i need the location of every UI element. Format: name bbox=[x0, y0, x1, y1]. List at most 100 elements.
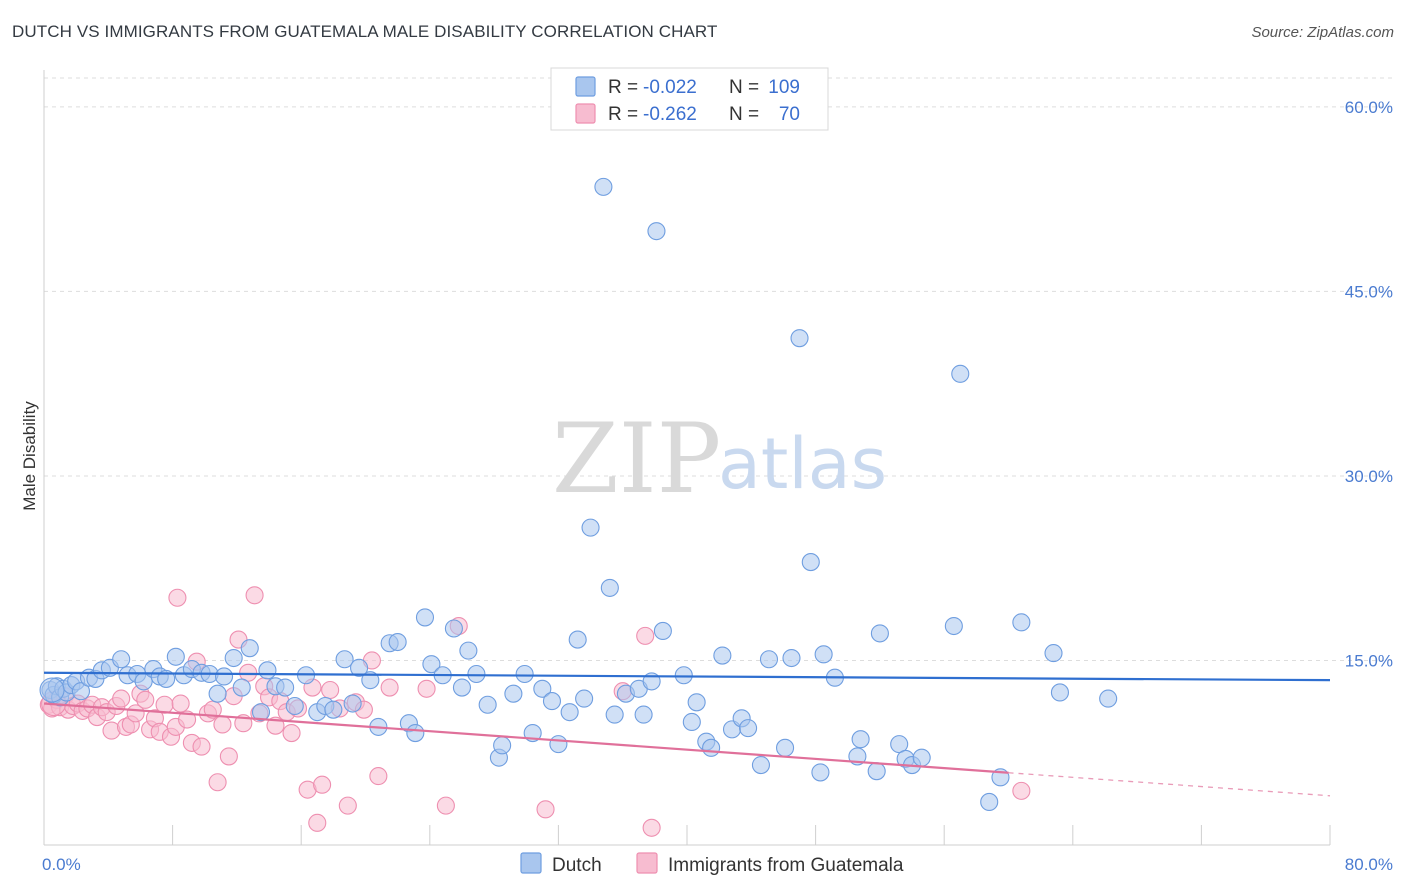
dutch-point bbox=[653, 621, 672, 641]
guatemala-point bbox=[178, 710, 197, 729]
dutch-point bbox=[1099, 689, 1118, 708]
dutch-point bbox=[224, 648, 243, 668]
guatemala-point bbox=[168, 588, 187, 607]
dutch-point bbox=[912, 748, 931, 767]
dutch-point bbox=[870, 624, 889, 643]
dutch-point bbox=[493, 736, 512, 755]
legend-swatch-dutch bbox=[575, 76, 596, 97]
source-label: Source: ZipAtlas.com bbox=[1251, 24, 1394, 41]
dutch-trend-line bbox=[43, 671, 1331, 682]
x-tick-label: 0.0% bbox=[42, 855, 81, 874]
guatemala-point bbox=[369, 767, 388, 786]
dutch-point bbox=[605, 705, 624, 724]
dutch-point bbox=[208, 684, 227, 703]
dutch-point bbox=[713, 646, 732, 665]
legend-r-label-dutch: R = bbox=[608, 77, 638, 98]
dutch-point bbox=[759, 650, 779, 669]
dutch-point bbox=[575, 689, 594, 708]
watermark: ZIP atlas bbox=[552, 403, 887, 515]
guatemala-point bbox=[636, 626, 655, 645]
guatemala-point bbox=[245, 586, 264, 605]
dutch-point bbox=[452, 678, 472, 697]
dutch-point bbox=[702, 738, 721, 757]
legend-r-label-guatemala: R = bbox=[608, 104, 638, 125]
trend-lines bbox=[43, 671, 1331, 797]
guatemala-point bbox=[380, 678, 399, 697]
dutch-point bbox=[251, 703, 271, 722]
dutch-point bbox=[459, 641, 478, 660]
guatemala-trend-extension bbox=[1008, 772, 1331, 797]
dutch-point bbox=[867, 762, 886, 781]
dutch-point bbox=[549, 735, 568, 754]
guatemala-point bbox=[338, 796, 357, 815]
dutch-point bbox=[568, 630, 587, 649]
dutch-point bbox=[1044, 644, 1063, 663]
guatemala-point bbox=[171, 694, 190, 713]
guatemala-point bbox=[219, 747, 238, 766]
dutch-point bbox=[542, 692, 562, 711]
legend-n-value-dutch: 109 bbox=[768, 77, 800, 98]
y-tick-label: 45.0% bbox=[1345, 282, 1393, 301]
guatemala-point bbox=[1012, 781, 1031, 800]
guatemala-point bbox=[308, 813, 327, 832]
dutch-point bbox=[258, 661, 277, 680]
dutch-point bbox=[166, 647, 185, 666]
dutch-point bbox=[594, 177, 613, 196]
guatemala-trend-line bbox=[43, 702, 1009, 774]
dutch-point bbox=[415, 608, 435, 627]
dutch-point bbox=[687, 693, 706, 712]
dutch-point bbox=[634, 705, 653, 724]
guatemala-point bbox=[192, 737, 211, 756]
dutch-point bbox=[647, 222, 666, 241]
dutch-point bbox=[343, 694, 362, 713]
dutch-point bbox=[751, 755, 770, 775]
guatemala-point bbox=[112, 689, 131, 708]
legend-n-label-guatemala: N = bbox=[729, 104, 759, 125]
dutch-point bbox=[478, 695, 497, 714]
x-tick-label: 80.0% bbox=[1345, 855, 1393, 874]
dutch-point bbox=[422, 655, 441, 674]
dutch-point bbox=[739, 719, 758, 738]
legend-swatch-guatemala bbox=[575, 103, 596, 124]
dutch-point bbox=[515, 664, 534, 684]
bottom-legend-guatemala: Immigrants from Guatemala bbox=[668, 855, 904, 876]
legend-r-value-guatemala: -0.262 bbox=[643, 104, 697, 125]
y-axis-label: Male Disability bbox=[20, 401, 39, 511]
chart-title: DUTCH VS IMMIGRANTS FROM GUATEMALA MALE … bbox=[12, 22, 718, 41]
bottom-legend-dutch: Dutch bbox=[552, 855, 602, 876]
dutch-point bbox=[560, 703, 579, 722]
y-tick-label: 30.0% bbox=[1345, 467, 1393, 486]
y-tick-label: 15.0% bbox=[1345, 651, 1393, 670]
y-tick-labels: 15.0% 30.0% 45.0% 60.0% bbox=[1345, 98, 1393, 671]
dutch-point bbox=[1050, 683, 1069, 702]
dutch-point bbox=[214, 667, 234, 686]
dutch-point bbox=[674, 666, 693, 685]
x-tick-labels: 0.0% 80.0% bbox=[42, 855, 1393, 874]
dutch-point bbox=[157, 669, 176, 688]
dutch-point bbox=[811, 763, 830, 782]
guatemala-points bbox=[39, 586, 1031, 837]
dutch-point bbox=[361, 671, 380, 690]
dutch-point bbox=[335, 650, 354, 669]
dutch-point bbox=[533, 679, 552, 698]
bottom-legend-swatch-guatemala bbox=[636, 852, 658, 874]
dutch-point bbox=[232, 678, 251, 697]
y-tick-label: 60.0% bbox=[1345, 98, 1393, 117]
dutch-points bbox=[39, 177, 1118, 811]
watermark-zip: ZIP bbox=[552, 403, 721, 515]
guatemala-point bbox=[136, 690, 155, 709]
guatemala-point bbox=[313, 775, 332, 794]
guatemala-point bbox=[321, 680, 340, 700]
guatemala-point bbox=[536, 800, 555, 819]
guatemala-point bbox=[642, 818, 661, 837]
legend-n-label-dutch: N = bbox=[729, 77, 759, 98]
dutch-point bbox=[504, 684, 523, 703]
dutch-point bbox=[980, 792, 999, 811]
legend-n-value-guatemala: 70 bbox=[779, 104, 800, 125]
dutch-point bbox=[240, 639, 259, 658]
dutch-point bbox=[581, 518, 600, 537]
guatemala-point bbox=[436, 796, 455, 815]
guatemala-point bbox=[213, 715, 232, 734]
dutch-point bbox=[776, 738, 795, 757]
